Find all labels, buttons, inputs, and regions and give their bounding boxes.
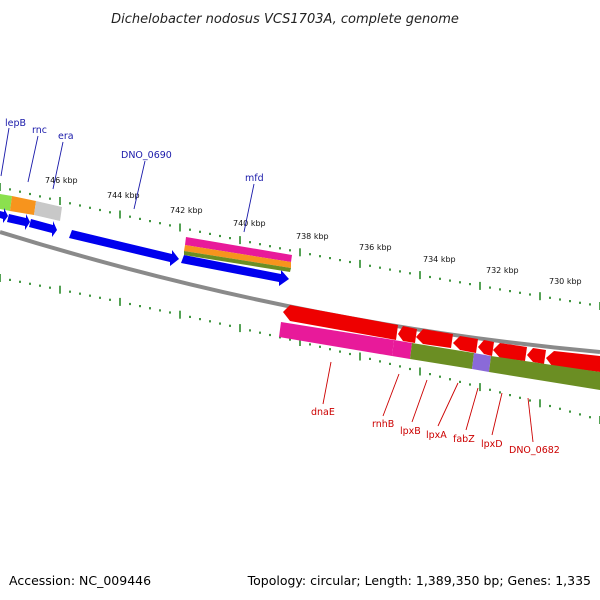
leader-dnaE (322, 361, 332, 405)
leader-lpxB (411, 379, 428, 423)
leader-lepB (0, 127, 10, 177)
leader-lpxD (491, 392, 503, 436)
gene-label: lpxD (481, 439, 503, 450)
ruler-labels: 746 kbp 744 kbp 742 kbp 740 kbp 738 kbp … (45, 176, 582, 286)
gene-label: dnaE (311, 407, 335, 418)
feature-strip-mfd (184, 237, 292, 272)
feature-block-lightgreen (0, 194, 12, 211)
feature-block-olive (184, 251, 291, 272)
ruler-label: 732 kbp (486, 266, 519, 275)
gene-arrow-DNO_0690 (69, 230, 179, 266)
gene-label: fabZ (453, 434, 475, 445)
upper-gene-labels: lepB rnc era DNO_0690 mfd (5, 118, 264, 184)
gene-label: rnhB (372, 419, 394, 430)
gene-label: lpxB (400, 426, 421, 437)
feature-block-grey (34, 201, 62, 221)
feature-strip-left (0, 194, 62, 221)
leader-rnc (27, 135, 39, 183)
leader-DNO_0682 (527, 397, 534, 443)
leader-mfd (243, 183, 255, 233)
feature-block-violet (472, 353, 491, 372)
leader-rnhB (382, 373, 400, 417)
leader-fabZ (465, 387, 479, 431)
gene-label: rnc (32, 125, 47, 136)
gene-arrow-lpxD (493, 343, 527, 361)
gene-arrow-rnc (7, 214, 30, 230)
inner-tick-row (0, 274, 600, 424)
gene-arrow-mfd (181, 255, 289, 286)
gene-label: mfd (245, 173, 264, 184)
ruler-label: 734 kbp (423, 255, 456, 264)
gene-label: lepB (5, 118, 26, 129)
lower-gene-labels: dnaE rnhB lpxB lpxA fabZ lpxD DNO_0682 (311, 407, 560, 456)
ruler-label: 736 kbp (359, 243, 392, 252)
feature-block-orange (10, 196, 36, 215)
leader-DNO_0690 (133, 160, 146, 210)
leader-era (52, 141, 64, 190)
gene-label: era (58, 131, 74, 142)
gene-label: DNO_0690 (121, 150, 172, 161)
feature-block-olive-2 (489, 356, 600, 390)
gene-label: DNO_0682 (509, 445, 560, 456)
label-leaders (0, 127, 534, 443)
forward-genes (0, 208, 289, 286)
ruler-label: 746 kbp (45, 176, 78, 185)
feature-strip-lower (279, 322, 600, 390)
feature-block-orange (184, 245, 291, 268)
feature-block-magenta (185, 237, 292, 262)
outer-tick-row (0, 183, 600, 310)
feature-block-magenta-2 (392, 340, 412, 359)
gene-arrow-rnhB (398, 326, 417, 343)
ruler-label: 730 kbp (549, 277, 582, 286)
ruler-label: 742 kbp (170, 206, 203, 215)
genome-summary: Topology: circular; Length: 1,389,350 bp… (247, 573, 591, 588)
ruler-label: 738 kbp (296, 232, 329, 241)
ruler-label: 740 kbp (233, 219, 266, 228)
gene-arrow-DNO_0682 (527, 348, 546, 364)
gene-arrow-fabZ (478, 340, 494, 356)
accession-label: Accession: NC_009446 (9, 573, 151, 588)
gene-arrow-dnaE (283, 305, 398, 340)
gene-arrow-lpxA (453, 336, 478, 353)
feature-block-magenta (279, 322, 394, 356)
gene-label: lpxA (426, 430, 447, 441)
gene-arrow-era (29, 219, 57, 237)
ruler-label: 744 kbp (107, 191, 140, 200)
gene-arrow-lpxB (416, 329, 453, 348)
map-title: Dichelobacter nodosus VCS1703A, complete… (111, 12, 459, 27)
feature-block-olive (410, 343, 474, 369)
gene-arrow-lepB (0, 208, 8, 223)
leader-lpxA (437, 382, 459, 427)
